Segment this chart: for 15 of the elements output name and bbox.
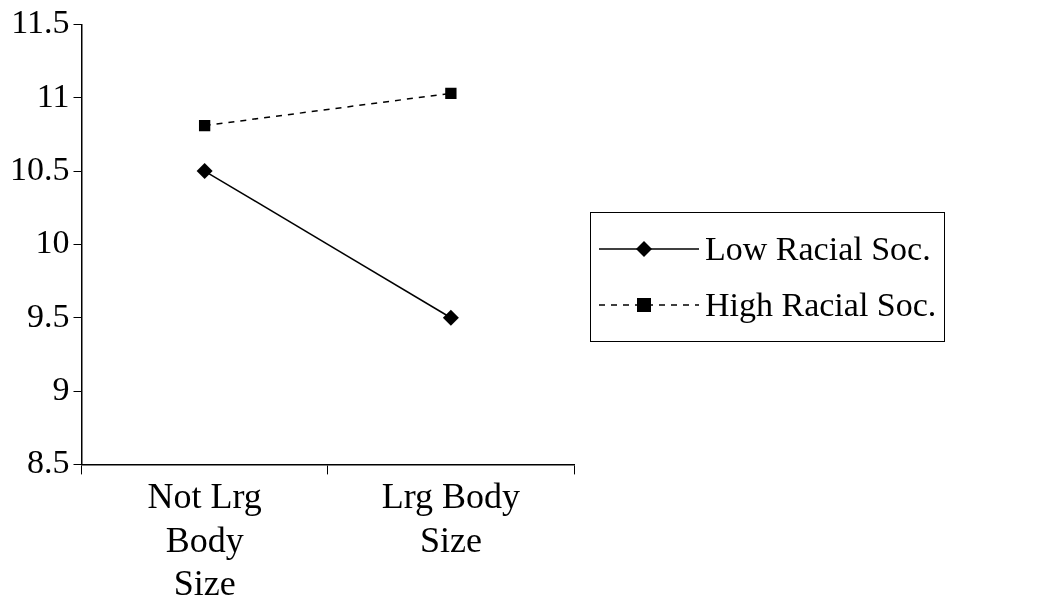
point (198, 119, 211, 132)
y-tick-label: 11 (36, 76, 70, 114)
x-tick-label: Lrg Body Size (381, 476, 521, 560)
point (196, 163, 213, 180)
y-tick-label: 9 (52, 369, 70, 407)
y-tick-label: 11.5 (11, 3, 70, 41)
y-tick-label: 10.5 (10, 149, 70, 187)
legend-label: High Racial Soc. (705, 285, 937, 325)
y-tick-label: 10 (35, 223, 70, 261)
point (445, 87, 457, 99)
point (442, 309, 459, 326)
x-tick-label: Not Lrg Body Size (147, 476, 262, 603)
y-tick-label: 8.5 (27, 443, 70, 481)
y-tick-label: 9.5 (27, 296, 70, 334)
legend-label: Low Racial Soc. (705, 229, 931, 269)
